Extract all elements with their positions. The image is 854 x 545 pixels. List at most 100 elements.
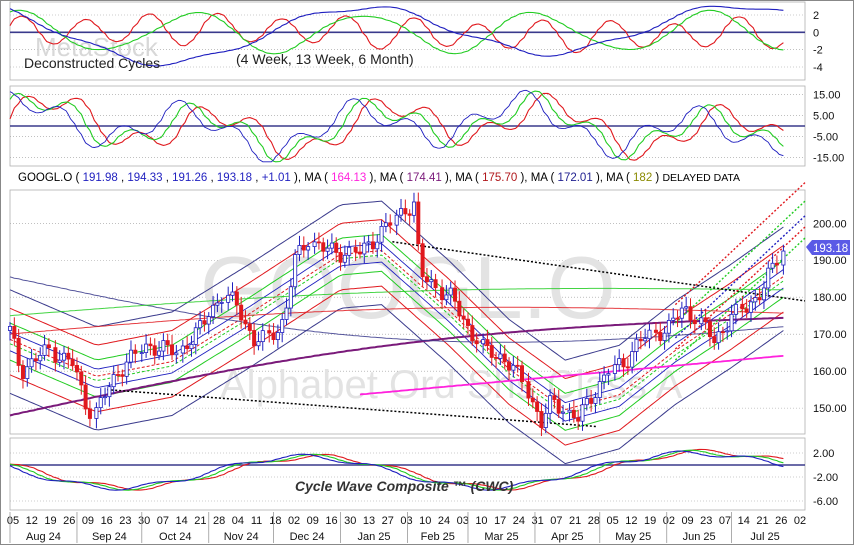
x-day-label: 10 <box>419 515 431 527</box>
price-series <box>7 182 806 465</box>
candle-body <box>124 361 129 377</box>
candle-body <box>252 330 257 347</box>
candle-body <box>448 287 453 296</box>
candle-body <box>740 303 745 310</box>
x-day-label: 23 <box>119 515 131 527</box>
bottom-tick-label: -2.00 <box>813 472 838 484</box>
candle-body <box>584 398 589 406</box>
price-tick-label: 160.00 <box>813 366 847 378</box>
x-day-label: 21 <box>569 515 581 527</box>
candle-body <box>29 358 34 368</box>
candle-body <box>394 214 399 226</box>
candle-body <box>515 364 520 367</box>
candle-body <box>744 308 749 313</box>
candle-body <box>420 243 425 278</box>
candle-body <box>707 321 712 337</box>
quote-close: 193.18 <box>217 172 252 184</box>
candle-body <box>548 395 553 414</box>
candle-body <box>733 303 738 315</box>
candle-body <box>120 374 125 377</box>
candle-body <box>338 252 343 263</box>
candle-body <box>133 349 138 354</box>
candle-body <box>411 201 416 216</box>
candle-body <box>38 354 43 362</box>
cycle-envelope-2 <box>9 304 784 465</box>
candle-body <box>161 340 166 352</box>
candle-body <box>271 332 276 340</box>
mid-tick-label: -5.00 <box>813 132 838 144</box>
cycle-envelope-7 <box>9 243 784 404</box>
quote-sep-2: , <box>166 172 172 184</box>
candle-body <box>375 241 380 250</box>
upper-trendline <box>392 241 806 302</box>
x-day-label: 19 <box>644 515 656 527</box>
candle-body <box>74 365 79 373</box>
candle-body <box>612 364 617 374</box>
candle-body <box>416 201 421 245</box>
candle-body <box>552 395 557 400</box>
candle-body <box>461 315 466 320</box>
candle-body <box>457 300 462 317</box>
oscillator-series <box>9 89 784 163</box>
x-day-label: 28 <box>588 515 600 527</box>
x-month-label: Oct 24 <box>159 531 191 543</box>
x-day-label: 02 <box>794 515 806 527</box>
candle-body <box>325 247 330 252</box>
top-panel-title: Deconstructed Cycles <box>24 55 160 71</box>
candle-body <box>530 397 535 403</box>
candle-body <box>70 358 75 366</box>
quote-symbol: GOOGL.O <box>18 172 72 184</box>
candle-body <box>116 374 121 376</box>
top-tick-label: 0 <box>813 27 819 39</box>
candle-body <box>301 245 306 251</box>
watermark-symbol: GOOGL.O <box>200 238 616 337</box>
quote-high: 194.33 <box>127 172 162 184</box>
moving-average-4 <box>9 276 784 343</box>
candle-body <box>321 242 326 252</box>
candle-body <box>7 326 12 331</box>
ma1-close: ), <box>369 172 379 184</box>
top-tick-label: -4 <box>813 62 823 74</box>
candle-body <box>334 242 339 253</box>
x-month-label: Mar 25 <box>484 531 518 543</box>
quote-close-paren: ), <box>294 172 304 184</box>
candle-body <box>267 330 272 334</box>
candle-body <box>260 330 265 343</box>
candle-body <box>766 267 771 289</box>
candle-body <box>33 358 38 362</box>
x-day-label: 05 <box>7 515 19 527</box>
ma4-close: ), <box>596 172 606 184</box>
price-tick-label: 170.00 <box>813 329 847 341</box>
candle-body <box>288 286 293 309</box>
candle-body <box>556 399 561 414</box>
candle-body <box>370 241 375 250</box>
candle-body <box>347 246 352 256</box>
ma2-close: ), <box>445 172 455 184</box>
candle-body <box>139 352 144 354</box>
x-day-label: 16 <box>325 515 337 527</box>
candle-body <box>526 381 531 399</box>
y-axis-ticks: 2 0 -2 -4 15.00 5.00 -5.00 -15.00 200.00 190.00 18… <box>813 10 847 508</box>
candle-body <box>630 351 635 368</box>
candle-body <box>198 320 203 329</box>
delayed-label: DELAYED DATA <box>662 172 740 184</box>
last-price-marker: 193.18 <box>806 240 850 255</box>
x-day-label: 30 <box>138 515 150 527</box>
candle-body <box>170 344 175 356</box>
x-day-label: 12 <box>26 515 38 527</box>
price-tick-label: 180.00 <box>813 292 847 304</box>
quote-open-paren: ( <box>76 172 83 184</box>
x-month-label: Nov 24 <box>224 531 259 543</box>
x-day-label: 23 <box>700 515 712 527</box>
cycle-envelope-5 <box>9 233 784 394</box>
watermark-brand: MetaStock <box>35 32 159 62</box>
x-month-label: Aug 24 <box>26 531 61 543</box>
cycle-line-4-week <box>9 12 784 54</box>
cwc-line-2 <box>9 449 784 491</box>
x-day-label: 07 <box>550 515 562 527</box>
candle-body <box>42 344 47 356</box>
ma3-value: 175.70 <box>482 172 517 184</box>
candle-body <box>729 313 734 332</box>
candle-body <box>725 330 730 333</box>
